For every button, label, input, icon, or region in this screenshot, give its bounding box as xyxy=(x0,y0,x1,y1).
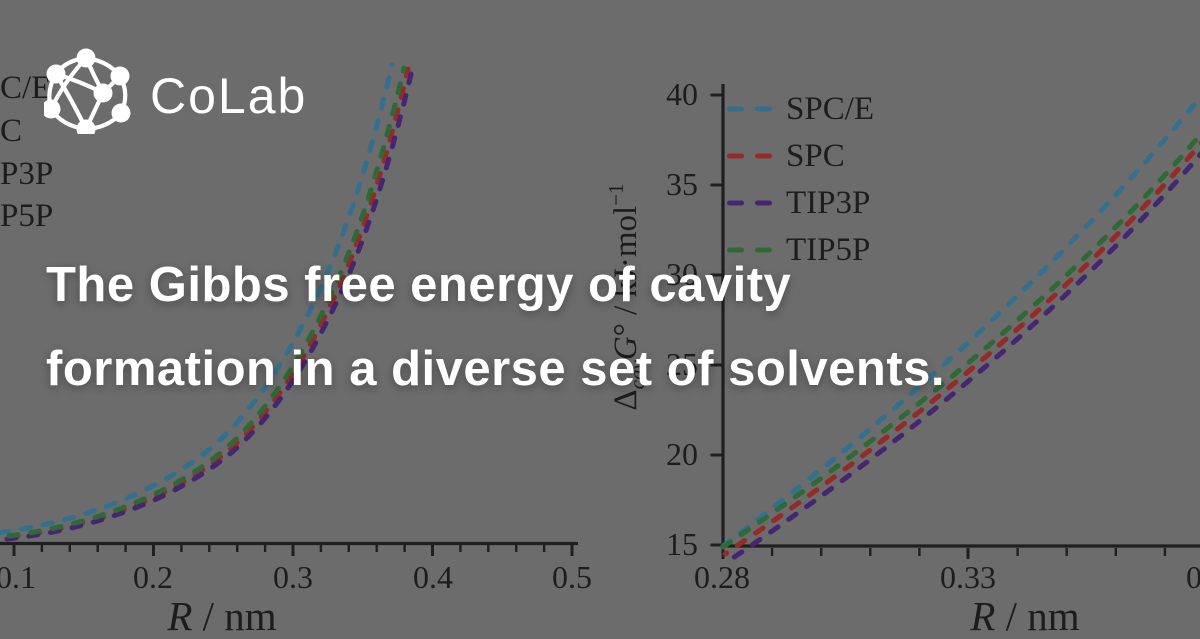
brand-logo: CoLab xyxy=(44,34,307,134)
network-graph-icon xyxy=(44,34,136,134)
legend-row-spce: SPC/E xyxy=(727,92,874,126)
brand-name: CoLab xyxy=(150,67,307,125)
legend-label-spce: SPC/E xyxy=(786,91,874,128)
legend-row-spc: SPC xyxy=(727,139,874,173)
page-title: The Gibbs free energy of cavity formatio… xyxy=(46,243,1166,411)
legend-label-spc: SPC xyxy=(786,138,845,175)
spce-dash-marker xyxy=(727,105,773,113)
left-panel-axes xyxy=(0,544,578,557)
legend-label-tip3p: TIP3P xyxy=(786,185,870,222)
tip3p-dash-marker xyxy=(727,199,773,207)
title-line-1: The Gibbs free energy of cavity xyxy=(46,243,1166,327)
ylabel-exponent: −1 xyxy=(604,183,628,205)
legend-row-tip3p: TIP3P xyxy=(727,186,874,220)
title-line-2: formation in a diverse set of solvents. xyxy=(46,327,1166,411)
spc-dash-marker xyxy=(727,152,773,160)
right-x-major-ticks xyxy=(723,548,968,559)
